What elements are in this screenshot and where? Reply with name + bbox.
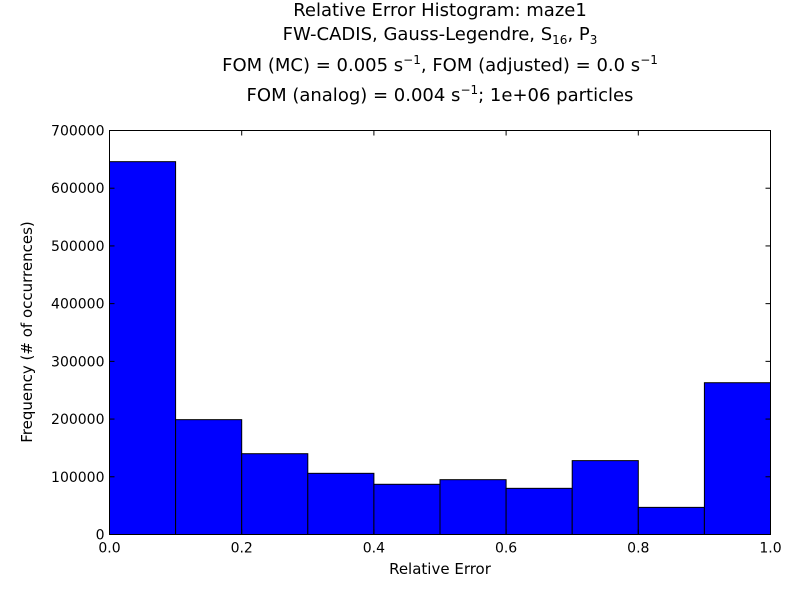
- title-line4-a: FOM (analog) = 0.004 s: [247, 85, 461, 106]
- title-line4-a-superscript: −1: [460, 83, 478, 97]
- histogram-bar: [373, 483, 441, 536]
- histogram-bar: [439, 479, 507, 535]
- y-tick-label: 200000: [51, 412, 104, 428]
- histogram-bar: [637, 506, 705, 536]
- title-line2-s-subscript: 16: [552, 33, 567, 47]
- y-tick-label: 300000: [51, 354, 104, 370]
- y-tick-label: 600000: [51, 181, 104, 197]
- title-line2-mid: , P: [567, 24, 589, 45]
- chart-title-line1: Relative Error Histogram: maze1: [293, 0, 587, 21]
- x-tick-label: 0.6: [495, 541, 517, 557]
- chart-title-line3: FOM (MC) = 0.005 s−1, FOM (adjusted) = 0…: [222, 53, 658, 76]
- y-axis-ticks: 0 100000 200000 300000 400000 500000 600000 700…: [51, 124, 771, 544]
- x-tick-label: 1.0: [759, 541, 781, 557]
- y-tick-label: 0: [96, 528, 105, 544]
- histogram-bar: [241, 453, 309, 536]
- y-tick-label: 100000: [51, 470, 104, 486]
- x-axis-ticks: 0.0 0.2 0.4 0.6 0.8 1.0: [98, 130, 782, 557]
- y-tick-label: 500000: [51, 239, 104, 255]
- x-tick-label: 0.0: [98, 541, 120, 557]
- x-tick-label: 0.8: [627, 541, 649, 557]
- plot-frame: [109, 130, 771, 535]
- x-tick-label: 0.4: [363, 541, 385, 557]
- chart-title-line2: FW-CADIS, Gauss-Legendre, S16, P3: [283, 24, 598, 47]
- title-line3-b-superscript: −1: [640, 53, 658, 67]
- histogram-bar: [307, 472, 375, 535]
- y-tick-label: 400000: [51, 297, 104, 313]
- title-line3-b: , FOM (adjusted) = 0.0 s: [421, 55, 640, 76]
- y-tick-label: 700000: [51, 124, 104, 140]
- title-line3-a-superscript: −1: [403, 53, 421, 67]
- histogram-bar: [505, 487, 573, 536]
- chart-title-line4: FOM (analog) = 0.004 s−1; 1e+06 particle…: [247, 83, 634, 106]
- title-line4-b: ; 1e+06 particles: [478, 85, 633, 106]
- histogram-bar: [571, 460, 639, 535]
- title-line2-prefix: FW-CADIS, Gauss-Legendre, S: [283, 24, 553, 45]
- x-tick-label: 0.2: [231, 541, 253, 557]
- histogram-bar: [175, 419, 243, 535]
- y-axis-label: Frequency (# of occurrences): [18, 221, 36, 442]
- title-line3-a: FOM (MC) = 0.005 s: [222, 55, 403, 76]
- x-axis-label: Relative Error: [389, 560, 492, 578]
- histogram-bar: [109, 161, 177, 535]
- title-line2-p-subscript: 3: [590, 33, 598, 47]
- histogram-bars: [109, 161, 772, 536]
- histogram-bar: [703, 382, 772, 535]
